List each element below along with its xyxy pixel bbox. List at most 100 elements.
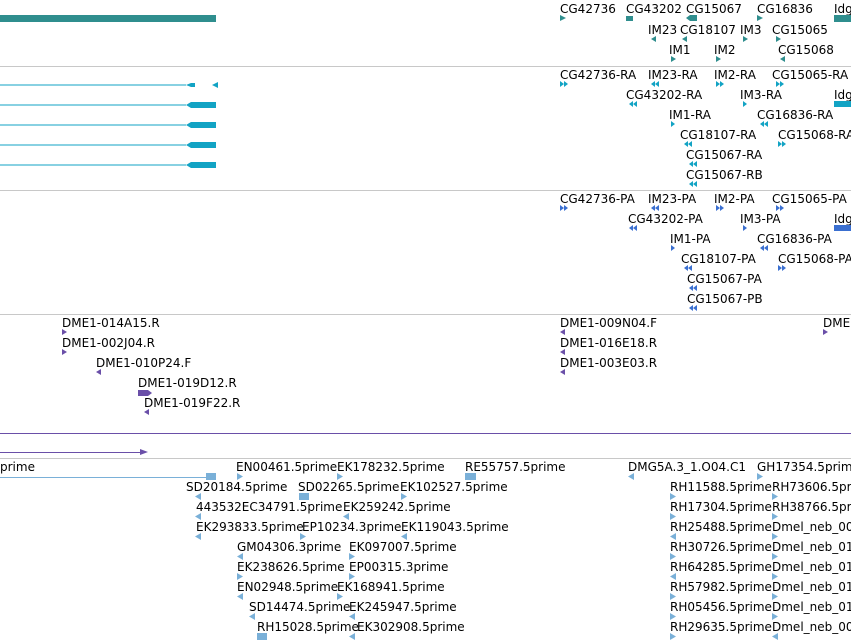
gene-label[interactable]: IM1 <box>669 43 691 57</box>
protein-label[interactable]: CG43202-PA <box>628 212 703 226</box>
est-label[interactable]: RH57982.5prime <box>670 580 772 594</box>
transcript-label[interactable]: CG15065-RA <box>772 68 849 82</box>
protein-label[interactable]: CG15065-PA <box>772 192 847 206</box>
track-separator <box>0 190 851 191</box>
est-label[interactable]: EN02948.5prime <box>237 580 339 594</box>
est-label[interactable]: EK302908.5prime <box>357 620 465 634</box>
est-label[interactable]: EK168941.5prime <box>337 580 445 594</box>
clone-label[interactable]: DME1-019F22.R <box>144 396 241 410</box>
transcript-label[interactable]: IM2-RA <box>714 68 756 82</box>
est-label[interactable]: RH73606.5prime <box>772 480 851 494</box>
transcript-label[interactable]: CG15067-RB <box>686 168 763 182</box>
protein-label[interactable]: IM2-PA <box>714 192 755 206</box>
est-label[interactable]: EK238626.5prime <box>237 560 345 574</box>
gene-bar[interactable] <box>0 15 216 22</box>
gene-label[interactable]: CG15068 <box>778 43 834 57</box>
est-track: prime EN00461.5prime EK178232.5prime RE5… <box>0 459 851 642</box>
gene-track: CG42736 CG43202 CG15067 CG16836 Idg IM23… <box>0 0 851 66</box>
est-label[interactable]: RH11588.5prime <box>670 480 772 494</box>
gene-label[interactable]: IM23 <box>648 23 678 37</box>
est-label[interactable]: RH15028.5prime <box>257 620 359 634</box>
transcript-label[interactable]: CG42736-RA <box>560 68 637 82</box>
clone-track: DME1-014A15.R DME1-002J04.R DME1-010P24.… <box>0 315 851 458</box>
est-label[interactable]: SD20184.5prime <box>186 480 288 494</box>
protein-track: CG42736-PA IM23-PA IM2-PA CG15065-PA CG4… <box>0 191 851 314</box>
gene-label[interactable]: CG18107 <box>680 23 736 37</box>
est-label[interactable]: RH05456.5prime <box>670 600 772 614</box>
transcript-models[interactable] <box>0 67 851 190</box>
est-label[interactable]: RH25488.5prime <box>670 520 772 534</box>
protein-label[interactable]: IM23-PA <box>648 192 697 206</box>
est-label[interactable]: GM04306.3prime <box>237 540 342 554</box>
clone-label[interactable]: DME1-014A15.R <box>62 316 160 330</box>
est-label[interactable]: 443532EC34791.5prime <box>196 500 343 514</box>
transcript-label[interactable]: CG18107-RA <box>680 128 757 142</box>
protein-label[interactable]: CG15067-PB <box>687 292 763 306</box>
protein-label[interactable]: IM3-PA <box>740 212 781 226</box>
est-label[interactable]: RH29635.5prime <box>670 620 772 634</box>
est-label[interactable]: SD14474.5prime <box>249 600 351 614</box>
est-label[interactable]: EK119043.5prime <box>401 520 509 534</box>
est-label[interactable]: RH17304.5prime <box>670 500 772 514</box>
clone-label[interactable]: DME1-009N04.F <box>560 316 658 330</box>
protein-label[interactable]: CG15068-PA <box>778 252 851 266</box>
est-label[interactable]: RE55757.5prime <box>465 460 566 474</box>
est-label[interactable]: EK178232.5prime <box>337 460 445 474</box>
est-alignments[interactable] <box>0 459 851 642</box>
gene-label[interactable]: IM2 <box>714 43 736 57</box>
est-label[interactable]: RH38766.5prime <box>772 500 851 514</box>
protein-label[interactable]: CG15067-PA <box>687 272 762 286</box>
clone-label[interactable]: DME1-019D12.R <box>138 376 237 390</box>
est-label[interactable]: Dmel_neb_01 <box>772 540 851 554</box>
est-label[interactable]: EK259242.5prime <box>343 500 451 514</box>
protein-glyphs <box>560 205 851 311</box>
est-label[interactable]: Dmel_neb_00 <box>772 520 851 534</box>
gene-label[interactable]: CG15065 <box>772 23 828 37</box>
gene-label[interactable]: CG42736 <box>560 2 616 16</box>
est-label[interactable]: DMG5A.3_1.O04.C1 <box>628 460 746 474</box>
track-separator <box>0 458 851 459</box>
clone-label[interactable]: DME <box>823 316 851 330</box>
transcript-track: CG42736-RA IM23-RA IM2-RA CG15065-RA CG4… <box>0 67 851 190</box>
track-separator <box>0 314 851 315</box>
clone-label[interactable]: DME1-002J04.R <box>62 336 156 350</box>
gene-label[interactable]: CG16836 <box>757 2 813 16</box>
est-label[interactable]: SD02265.5prime <box>298 480 400 494</box>
est-label[interactable]: Dmel_neb_01 <box>772 600 851 614</box>
clone-label[interactable]: DME1-003E03.R <box>560 356 658 370</box>
gene-label[interactable]: CG15067 <box>686 2 742 16</box>
est-label[interactable]: Dmel_neb_01 <box>772 560 851 574</box>
gene-label[interactable]: Idg <box>834 2 851 16</box>
transcript-label[interactable]: CG15067-RA <box>686 148 763 162</box>
est-label[interactable]: EK293833.5prime <box>196 520 304 534</box>
est-label[interactable]: EK102527.5prime <box>400 480 508 494</box>
est-label[interactable]: GH17354.5prime <box>757 460 851 474</box>
protein-label[interactable]: CG18107-PA <box>681 252 756 266</box>
transcript-label[interactable]: IM3-RA <box>740 88 782 102</box>
transcript-label[interactable]: IM23-RA <box>648 68 698 82</box>
protein-label[interactable]: Idg <box>834 212 851 226</box>
gene-label[interactable]: IM3 <box>740 23 762 37</box>
transcript-label[interactable]: CG16836-RA <box>757 108 834 122</box>
clone-label[interactable]: DME1-016E18.R <box>560 336 658 350</box>
transcript-glyphs <box>560 81 851 187</box>
transcript-label[interactable]: Idg <box>834 88 851 102</box>
est-label[interactable]: EP00315.3prime <box>349 560 449 574</box>
est-label[interactable]: EK097007.5prime <box>349 540 457 554</box>
protein-label[interactable]: CG16836-PA <box>757 232 832 246</box>
est-label[interactable]: EN00461.5prime <box>236 460 338 474</box>
est-label[interactable]: Dmel_neb_00 <box>772 620 851 634</box>
est-label[interactable]: EP10234.3prime <box>302 520 402 534</box>
est-label[interactable]: EK245947.5prime <box>349 600 457 614</box>
est-label[interactable]: prime <box>0 460 35 474</box>
protein-label[interactable]: IM1-PA <box>670 232 711 246</box>
est-label[interactable]: RH30726.5prime <box>670 540 772 554</box>
gene-label[interactable]: CG43202 <box>626 2 682 16</box>
est-label[interactable]: Dmel_neb_01 <box>772 580 851 594</box>
transcript-label[interactable]: IM1-RA <box>669 108 711 122</box>
est-label[interactable]: RH64285.5prime <box>670 560 772 574</box>
clone-label[interactable]: DME1-010P24.F <box>96 356 192 370</box>
transcript-label[interactable]: CG15068-RA <box>778 128 851 142</box>
transcript-label[interactable]: CG43202-RA <box>626 88 703 102</box>
protein-label[interactable]: CG42736-PA <box>560 192 635 206</box>
